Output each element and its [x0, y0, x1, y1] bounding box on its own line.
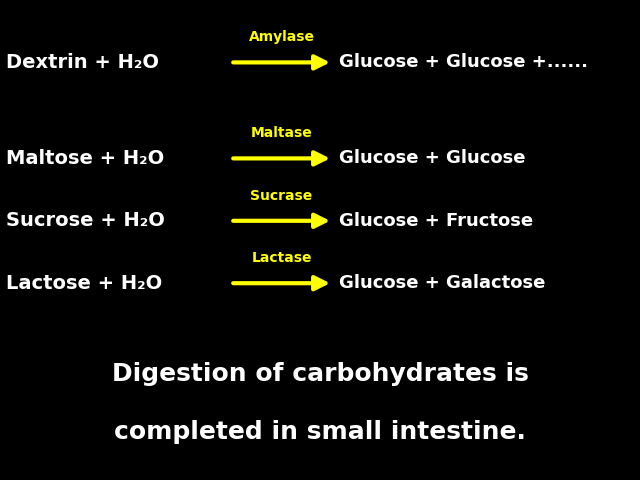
Text: completed in small intestine.: completed in small intestine.: [114, 420, 526, 444]
Text: Maltase: Maltase: [251, 126, 312, 140]
Text: Lactase: Lactase: [252, 251, 312, 265]
Text: Glucose + Glucose: Glucose + Glucose: [339, 149, 525, 168]
Text: Dextrin + H₂O: Dextrin + H₂O: [6, 53, 159, 72]
Text: Glucose + Fructose: Glucose + Fructose: [339, 212, 533, 230]
Text: Digestion of carbohydrates is: Digestion of carbohydrates is: [111, 362, 529, 386]
Text: Lactose + H₂O: Lactose + H₂O: [6, 274, 163, 293]
Text: Glucose + Glucose +......: Glucose + Glucose +......: [339, 53, 588, 72]
Text: Sucrase: Sucrase: [250, 189, 313, 203]
Text: Maltose + H₂O: Maltose + H₂O: [6, 149, 164, 168]
Text: Sucrose + H₂O: Sucrose + H₂O: [6, 211, 165, 230]
Text: Glucose + Galactose: Glucose + Galactose: [339, 274, 545, 292]
Text: Amylase: Amylase: [248, 30, 315, 44]
